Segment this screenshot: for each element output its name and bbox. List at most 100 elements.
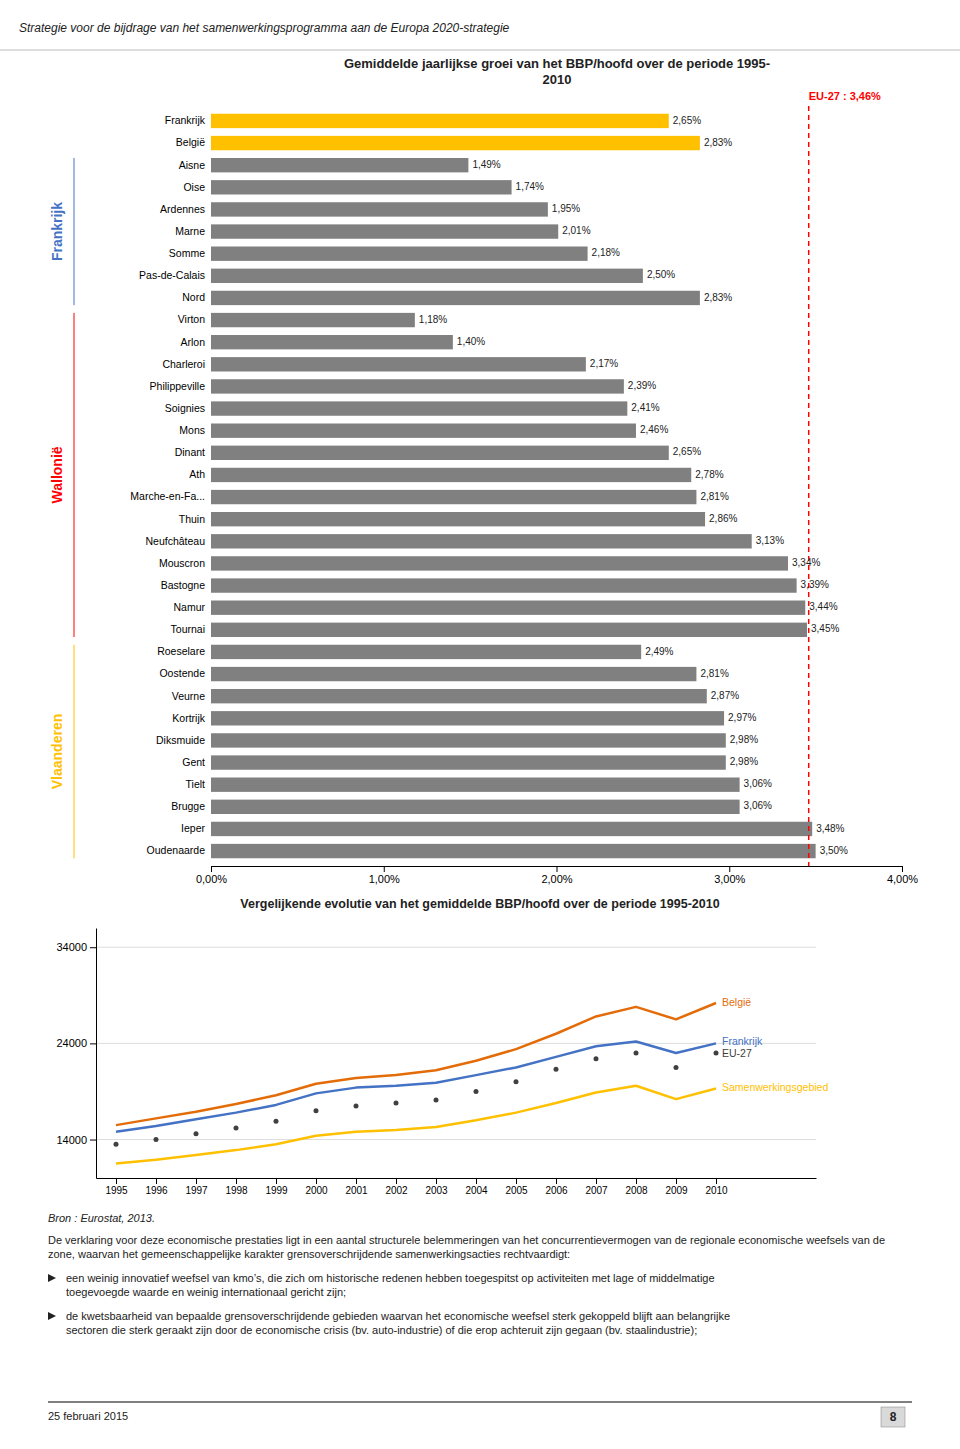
group-bracket xyxy=(74,158,75,305)
bullet-text: een weinig innovatief weefsel van kmo’s,… xyxy=(66,1272,715,1298)
x-tick xyxy=(316,1178,317,1184)
bar xyxy=(211,512,705,526)
y-tick-label: Veurne xyxy=(172,690,205,702)
x-tick xyxy=(116,1178,117,1184)
data-label: 3,48% xyxy=(816,823,844,834)
x-tick xyxy=(676,1178,677,1184)
bar xyxy=(211,600,805,614)
y-tick-label: Somme xyxy=(169,247,205,259)
point xyxy=(674,1065,679,1070)
y-tick-label: Tournai xyxy=(171,623,205,635)
y-tick-label: Ath xyxy=(189,468,205,480)
y-tick-label: Brugge xyxy=(171,800,205,812)
group-labels: FrankrijkWalloniëVlaanderen xyxy=(49,158,74,858)
y-tick-group: Arlon xyxy=(180,336,205,348)
y-tick-label: Ardennes xyxy=(160,203,205,215)
x-tick-label: 1995 xyxy=(105,1185,128,1196)
y-tick-group: Tielt xyxy=(186,778,206,790)
x-tick-label: 3,00% xyxy=(714,873,745,885)
bar xyxy=(211,578,797,592)
data-label: 3,44% xyxy=(809,601,837,612)
data-labels: 2,65%2,83%1,49%1,74%1,95%2,01%2,18%2,50%… xyxy=(419,115,848,856)
bar xyxy=(211,423,636,437)
group-label: Wallonië xyxy=(49,446,65,503)
footer-rule xyxy=(48,1402,912,1403)
y-tick-group: Veurne xyxy=(172,690,205,702)
chart-title: Gemiddelde jaarlijkse groei van het BBP/… xyxy=(344,56,770,87)
x-axis: 0,00%1,00%2,00%3,00%4,00% xyxy=(196,866,918,885)
y-tick-label: Namur xyxy=(173,601,205,613)
grid-line xyxy=(96,947,816,948)
y-tick-label: Virton xyxy=(178,313,205,325)
y-tick-group: Nord xyxy=(182,291,205,303)
y-axis: FrankrijkBelgiëAisneOiseArdennesMarneSom… xyxy=(130,114,205,856)
grid xyxy=(96,947,816,1139)
page-number-box xyxy=(881,1407,905,1427)
point xyxy=(554,1067,559,1072)
x-tick-group: 1997 xyxy=(185,1178,208,1196)
point xyxy=(394,1101,399,1106)
data-label: 3,50% xyxy=(820,845,848,856)
bar xyxy=(211,180,512,194)
y-tick-group: Pas-de-Calais xyxy=(139,269,205,281)
x-tick-label: 2010 xyxy=(705,1185,728,1196)
data-label: 1,18% xyxy=(419,314,447,325)
y-tick-label: Nord xyxy=(182,291,205,303)
data-label: 2,81% xyxy=(700,668,728,679)
y-tick-group: Neufchâteau xyxy=(145,535,205,547)
text-line: zone, waarvan het gemeenschappelijke kar… xyxy=(48,1248,570,1260)
x-tick xyxy=(356,1178,357,1184)
series-label: Frankrijk xyxy=(722,1035,763,1047)
x-tick-group: 3,00% xyxy=(714,866,745,885)
y-tick-group: Marne xyxy=(175,225,205,237)
bar xyxy=(211,844,816,858)
text-line: De verklaring voor deze economische pres… xyxy=(48,1234,885,1246)
line-chart: Vergelijkende evolutie van het gemiddeld… xyxy=(56,897,828,1196)
x-tick xyxy=(557,866,558,872)
x-tick-label: 2000 xyxy=(305,1185,328,1196)
x-tick xyxy=(236,1178,237,1184)
text-line: toegevoegde waarde en weinig internation… xyxy=(66,1286,346,1298)
x-tick xyxy=(636,1178,637,1184)
x-tick-label: 2008 xyxy=(625,1185,648,1196)
y-tick-label: Soignies xyxy=(165,402,205,414)
x-tick-label: 2004 xyxy=(465,1185,488,1196)
x-axis: 1995199619971998199920002001200220032004… xyxy=(97,1178,817,1196)
x-tick-group: 2007 xyxy=(585,1178,608,1196)
x-tick-group: 2001 xyxy=(345,1178,368,1196)
data-label: 2,83% xyxy=(704,292,732,303)
y-tick-label: Pas-de-Calais xyxy=(139,269,205,281)
y-tick-label: Kortrijk xyxy=(172,712,205,724)
x-tick-group: 0,00% xyxy=(196,866,227,885)
page: Strategie voor de bijdrage van het samen… xyxy=(0,0,960,1449)
data-label: 2,97% xyxy=(728,712,756,723)
y-tick-group: Charleroi xyxy=(162,358,205,370)
x-tick-label: 1999 xyxy=(265,1185,288,1196)
bar xyxy=(211,202,548,216)
bar xyxy=(211,468,691,482)
x-tick xyxy=(596,1178,597,1184)
bar xyxy=(211,733,726,747)
x-tick-label: 1,00% xyxy=(369,873,400,885)
y-tick-label: Bastogne xyxy=(161,579,206,591)
bar xyxy=(211,623,807,637)
data-label: 3,34% xyxy=(792,557,820,568)
y-tick-group: Philippeville xyxy=(150,380,206,392)
grid-line xyxy=(96,1139,816,1140)
y-tick-label: Ieper xyxy=(181,822,205,834)
y-tick-group: Ath xyxy=(189,468,205,480)
y-tick-group: Ieper xyxy=(181,822,205,834)
x-tick-label: 2001 xyxy=(345,1185,368,1196)
data-label: 2,87% xyxy=(711,690,739,701)
y-tick-group: Bastogne xyxy=(161,579,206,591)
x-tick-group: 1998 xyxy=(225,1178,248,1196)
bar xyxy=(211,401,627,415)
x-tick-label: 2003 xyxy=(425,1185,448,1196)
bar xyxy=(211,269,643,283)
point xyxy=(514,1079,519,1084)
page-number: 8 xyxy=(890,1410,897,1424)
bar xyxy=(211,246,588,260)
x-tick xyxy=(556,1178,557,1184)
data-label: 2,18% xyxy=(592,247,620,258)
point xyxy=(434,1098,439,1103)
